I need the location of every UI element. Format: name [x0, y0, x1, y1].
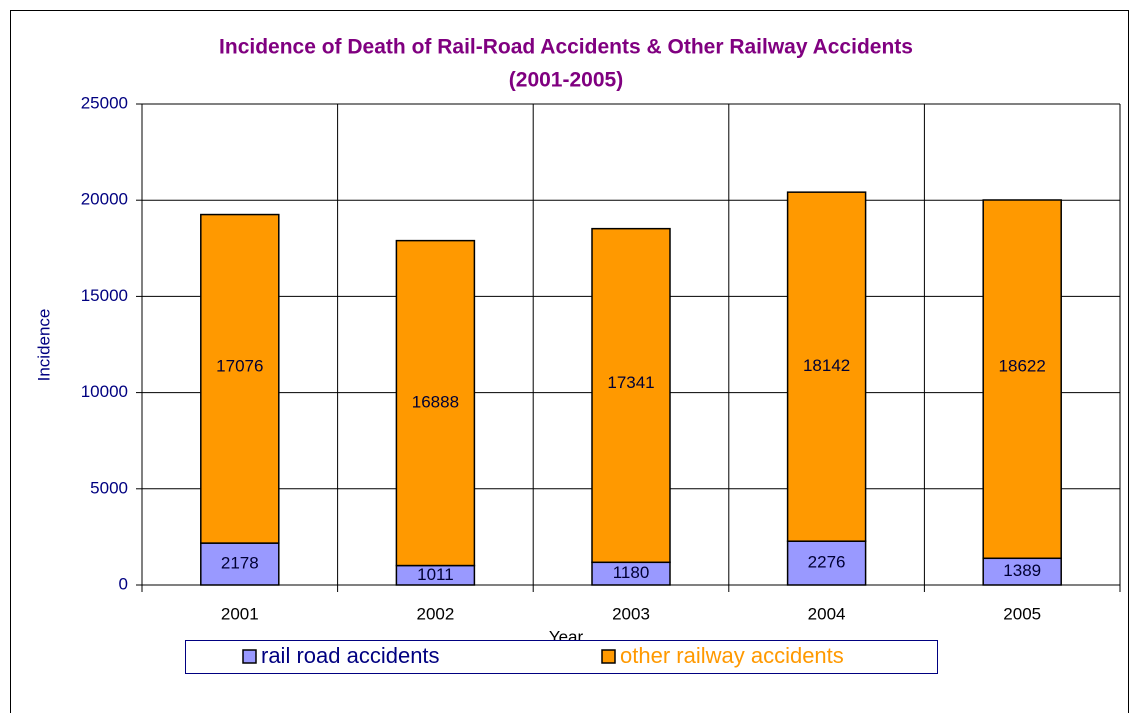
data-label: 1180	[613, 563, 650, 582]
y-tick-label: 5000	[90, 478, 128, 497]
bar-segment	[395, 239, 476, 567]
data-label: 1011	[417, 565, 454, 584]
data-label: 1389	[1003, 561, 1041, 580]
x-tick-label: 2004	[808, 604, 846, 623]
y-tick-label: 15000	[81, 286, 128, 305]
bar-segment	[200, 213, 280, 544]
x-tick-label: 2002	[416, 604, 454, 623]
legend-swatch	[242, 649, 257, 664]
data-label: 17076	[216, 356, 263, 375]
x-tick-label: 2003	[612, 604, 650, 623]
y-tick-label: 10000	[81, 382, 128, 401]
legend-label: other railway accidents	[620, 643, 844, 668]
data-label: 2178	[221, 554, 259, 573]
legend-label: rail road accidents	[261, 643, 440, 668]
y-axis-label: Incidence	[34, 309, 53, 382]
chart-subtitle: (2001-2005)	[509, 69, 623, 92]
chart-title: Incidence of Death of Rail-Road Accident…	[219, 36, 913, 59]
data-label: 18622	[999, 357, 1046, 376]
data-label: 17341	[607, 373, 654, 392]
x-tick-label: 2005	[1003, 604, 1041, 623]
data-label: 16888	[412, 393, 459, 412]
bar-segment	[982, 199, 1062, 560]
chart-frame	[10, 10, 1129, 713]
data-label: 2276	[808, 553, 846, 572]
legend-swatch	[601, 649, 616, 664]
bar-segment	[591, 227, 671, 564]
y-tick-label: 20000	[81, 190, 128, 209]
legend-box	[185, 640, 938, 674]
y-tick-label: 25000	[81, 93, 128, 112]
bar-segment	[786, 191, 867, 542]
data-label: 18142	[803, 356, 850, 375]
y-tick-label: 0	[119, 574, 128, 593]
x-tick-label: 2001	[221, 604, 259, 623]
